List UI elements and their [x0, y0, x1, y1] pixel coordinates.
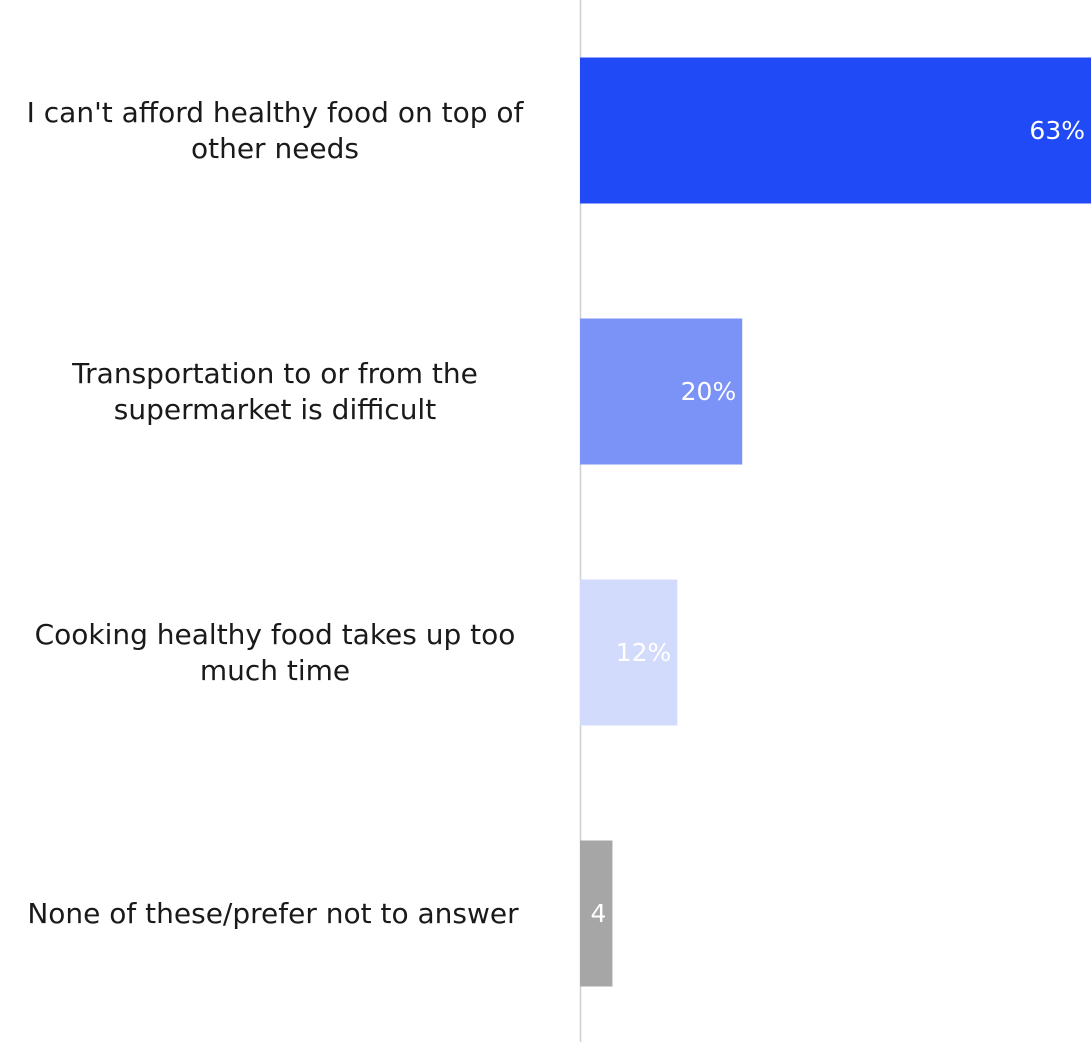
category-label-3: Cooking healthy food takes up too much ti…: [35, 618, 516, 687]
value-labels-group: 63% 20% 12% 4: [591, 116, 1085, 928]
bars-group: [580, 57, 1091, 987]
bar-4: [580, 840, 613, 987]
bar-value-label-1: 63%: [1029, 116, 1085, 145]
bar-1: [580, 57, 1091, 204]
bar-value-label-3: 12%: [616, 638, 672, 667]
category-label-2: Transportation to or from the supermarket…: [71, 357, 478, 426]
category-label-4: None of these/prefer not to answer: [27, 897, 519, 930]
bar-3: [580, 579, 678, 726]
category-label-1: I can't afford healthy food on top of oth…: [27, 96, 525, 165]
bar-2: [580, 318, 743, 465]
bar-value-label-2: 20%: [681, 377, 737, 406]
bar-value-label-4: 4: [591, 899, 607, 928]
category-labels-group: I can't afford healthy food on top of oth…: [27, 96, 525, 930]
